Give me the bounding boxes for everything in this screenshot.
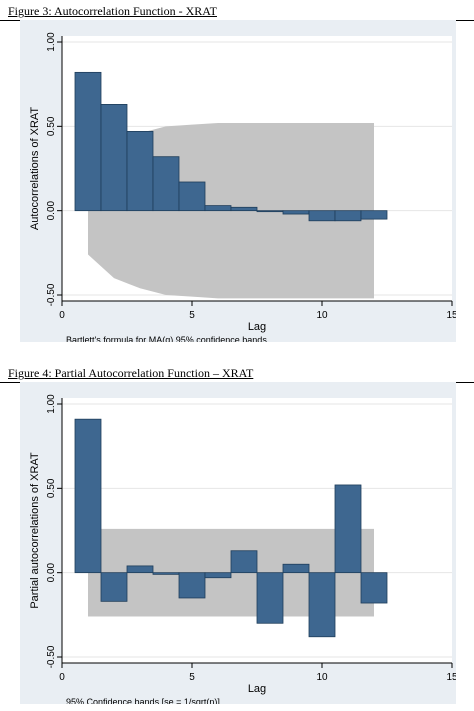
- pacf-bar: [256, 572, 284, 624]
- acf-bar: [360, 210, 388, 220]
- pacf-bar: [178, 572, 206, 599]
- acf-bar: [282, 210, 310, 215]
- acf-bar: [308, 210, 336, 222]
- pacf-chart-panel: -0.50 0.00 0.50 1.00 0 5 10 15 Lag Partial autoco…: [20, 382, 456, 704]
- pacf-y-axis-title: Partial autocorrelations of XRAT: [29, 452, 41, 609]
- pacf-x-tick-label: 10: [316, 672, 328, 683]
- acf-bar: [230, 206, 258, 212]
- acf-bar: [256, 210, 284, 213]
- acf-y-axis-title: Autocorrelations of XRAT: [29, 107, 41, 231]
- acf-bar: [126, 130, 154, 212]
- pacf-bar: [74, 418, 102, 574]
- pacf-bar: [204, 572, 232, 579]
- pacf-bar: [282, 563, 310, 574]
- pacf-bar: [230, 550, 258, 574]
- pacf-chart: -0.50 0.00 0.50 1.00 0 5 10 15 Lag Partial autoco…: [29, 394, 456, 704]
- pacf-x-tick-label: 5: [189, 672, 195, 683]
- acf-bar: [204, 205, 232, 212]
- pacf-bar: [308, 572, 336, 638]
- acf-x-tick-label: 10: [316, 310, 328, 321]
- acf-x-tick-label: 0: [59, 310, 65, 321]
- acf-bar: [100, 104, 128, 212]
- pacf-bar: [360, 572, 388, 604]
- figure-4-caption: Figure 4: Partial Autocorrelation Functi…: [8, 366, 254, 380]
- acf-chart-panel: -0.50 0.00 0.50 1.00 0 5 10 15 Lag Autocorrelatio…: [20, 20, 456, 342]
- pacf-bar: [126, 565, 154, 574]
- acf-bar: [74, 71, 102, 212]
- pacf-x-tick-label: 0: [59, 672, 65, 683]
- pacf-bar: [334, 484, 362, 574]
- acf-bar: [334, 210, 362, 222]
- acf-y-tick-label: 1.00: [46, 32, 57, 52]
- acf-chart: -0.50 0.00 0.50 1.00 0 5 10 15 Lag Autocorrelatio…: [29, 32, 456, 342]
- acf-y-tick-label: 0.00: [46, 200, 57, 220]
- pacf-y-tick-label: -0.50: [46, 645, 57, 668]
- pacf-y-tick-label: 0.50: [46, 478, 57, 498]
- acf-x-tick-label: 15: [446, 310, 456, 321]
- pacf-bar: [100, 572, 128, 602]
- pacf-y-tick-label: 1.00: [46, 394, 57, 414]
- figure-3-caption: Figure 3: Autocorrelation Function - XRA…: [8, 4, 217, 18]
- pacf-x-tick-label: 15: [446, 672, 456, 683]
- pacf-note: 95% Confidence bands [se = 1/sqrt(n)]: [66, 697, 220, 704]
- acf-bar: [152, 156, 180, 212]
- acf-x-tick-label: 5: [189, 310, 195, 321]
- acf-x-axis-title: Lag: [248, 321, 266, 333]
- acf-bar: [178, 181, 206, 212]
- acf-y-tick-label: 0.50: [46, 116, 57, 136]
- pacf-x-axis-title: Lag: [248, 683, 266, 695]
- pacf-bar: [152, 572, 180, 575]
- pacf-y-tick-label: 0.00: [46, 562, 57, 582]
- acf-note: Bartlett's formula for MA(q) 95% confide…: [66, 335, 267, 342]
- acf-y-tick-label: -0.50: [46, 283, 57, 306]
